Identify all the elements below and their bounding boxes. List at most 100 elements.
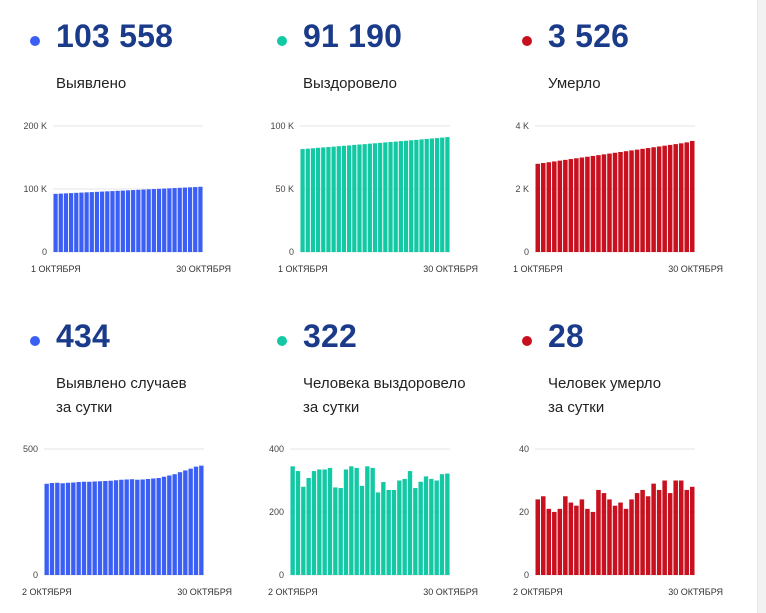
bar: [618, 502, 623, 575]
bar: [601, 493, 607, 575]
bar: [49, 483, 55, 575]
legend-dot-icon: [522, 336, 532, 346]
bar-chart: 0 100 K 200 K 1 ОКТЯБРЯ 30 ОКТЯБРЯ: [23, 121, 231, 274]
bar: [651, 483, 656, 575]
legend-dot-icon: [522, 36, 532, 46]
y-tick-label: 500: [23, 444, 38, 454]
bar: [131, 190, 136, 252]
bar: [124, 479, 129, 575]
bar: [546, 162, 552, 252]
bar: [53, 193, 58, 252]
bar: [662, 145, 667, 252]
bar: [388, 142, 393, 252]
y-tick-label: 2 K: [515, 184, 529, 194]
bar: [135, 479, 140, 575]
bar: [113, 480, 119, 575]
x-tick-label: 1 ОКТЯБРЯ: [278, 264, 328, 274]
bar: [568, 502, 574, 575]
bar: [295, 471, 301, 575]
bar: [563, 496, 568, 575]
x-tick-label: 30 ОКТЯБРЯ: [423, 264, 478, 274]
stat-panel-recovered-total: 91 190 Выздоровело 0 50 K 100 K 1 ОКТЯБРЯ 30 О…: [270, 0, 517, 300]
bar: [76, 482, 81, 575]
stat-label-line: Выявлено: [56, 75, 127, 92]
bar: [151, 478, 156, 575]
bar: [418, 481, 423, 575]
bar: [440, 137, 445, 252]
y-tick-label: 50 K: [275, 184, 294, 194]
bar: [645, 148, 651, 252]
bar: [60, 483, 65, 575]
bar: [362, 144, 367, 252]
bar: [74, 192, 79, 252]
bar: [552, 512, 557, 575]
bar: [414, 139, 419, 252]
bar: [71, 482, 76, 575]
bar: [65, 482, 71, 575]
bar: [63, 193, 69, 252]
bar-chart: 0 200 400 2 ОКТЯБРЯ 30 ОКТЯБРЯ: [268, 444, 478, 597]
bar: [651, 147, 656, 252]
bar: [684, 489, 689, 575]
bar: [365, 466, 370, 575]
bar: [439, 474, 445, 575]
bar: [423, 476, 429, 575]
stat-label: Человек умерло за сутки: [548, 372, 748, 420]
stat-label-line: Выздоровело: [303, 75, 398, 92]
bar: [574, 158, 579, 252]
bar: [391, 489, 397, 575]
bar: [689, 486, 695, 575]
x-tick-label: 30 ОКТЯБРЯ: [176, 264, 231, 274]
bar: [338, 488, 343, 575]
bar: [92, 481, 97, 575]
stat-label-line: за сутки: [548, 399, 605, 416]
bar: [167, 475, 172, 575]
bar: [167, 188, 172, 252]
bar: [172, 188, 177, 252]
bar: [115, 190, 120, 252]
bar-chart: 0 500 2 ОКТЯБРЯ 30 ОКТЯБРЯ: [22, 444, 232, 597]
bar: [557, 508, 563, 575]
stat-label-line: за сутки: [303, 399, 360, 416]
stat-number: 28: [548, 318, 584, 354]
stat-label-line: Выявлено случаев: [56, 375, 187, 392]
bar: [198, 186, 203, 252]
bar: [331, 146, 336, 252]
stat-label: Выявлено случаев за сутки: [56, 372, 256, 420]
stat-number: 103 558: [56, 18, 174, 54]
bar: [341, 145, 347, 252]
bar: [378, 142, 383, 252]
y-tick-label: 4 K: [515, 121, 529, 131]
bar: [607, 499, 612, 575]
bar-chart: 0 20 40 2 ОКТЯБРЯ 30 ОКТЯБРЯ: [513, 444, 723, 597]
bar: [182, 187, 188, 252]
stat-number: 322: [303, 318, 357, 354]
x-tick-label: 1 ОКТЯБРЯ: [513, 264, 563, 274]
bar: [535, 163, 541, 252]
y-tick-label: 400: [269, 444, 284, 454]
bar: [151, 189, 156, 252]
bar: [87, 481, 92, 575]
bar: [183, 470, 188, 575]
stat-panel-deaths-total: 3 526 Умерло 0 2 K 4 K 1 ОКТЯБРЯ 30 ОКТЯБРЯ: [513, 0, 762, 300]
bar: [656, 146, 662, 252]
bar: [424, 138, 429, 252]
y-tick-label: 40: [519, 444, 529, 454]
stat-label: Выздоровело: [303, 72, 503, 96]
bar: [306, 477, 311, 575]
bar: [105, 191, 110, 252]
bar: [645, 496, 651, 575]
stat-label: Человека выздоровело за сутки: [303, 372, 503, 420]
bar: [81, 481, 87, 575]
bar: [552, 161, 557, 252]
bar: [596, 489, 601, 575]
x-tick-label: 30 ОКТЯБРЯ: [668, 587, 723, 597]
bar: [103, 481, 108, 575]
stat-label-line: Человека выздоровело: [303, 375, 466, 392]
scrollbar-track[interactable]: [757, 0, 766, 613]
bar: [94, 191, 100, 252]
y-tick-label: 20: [519, 507, 529, 517]
bar: [429, 478, 434, 575]
y-tick-label: 100 K: [23, 184, 47, 194]
bar: [640, 148, 645, 252]
